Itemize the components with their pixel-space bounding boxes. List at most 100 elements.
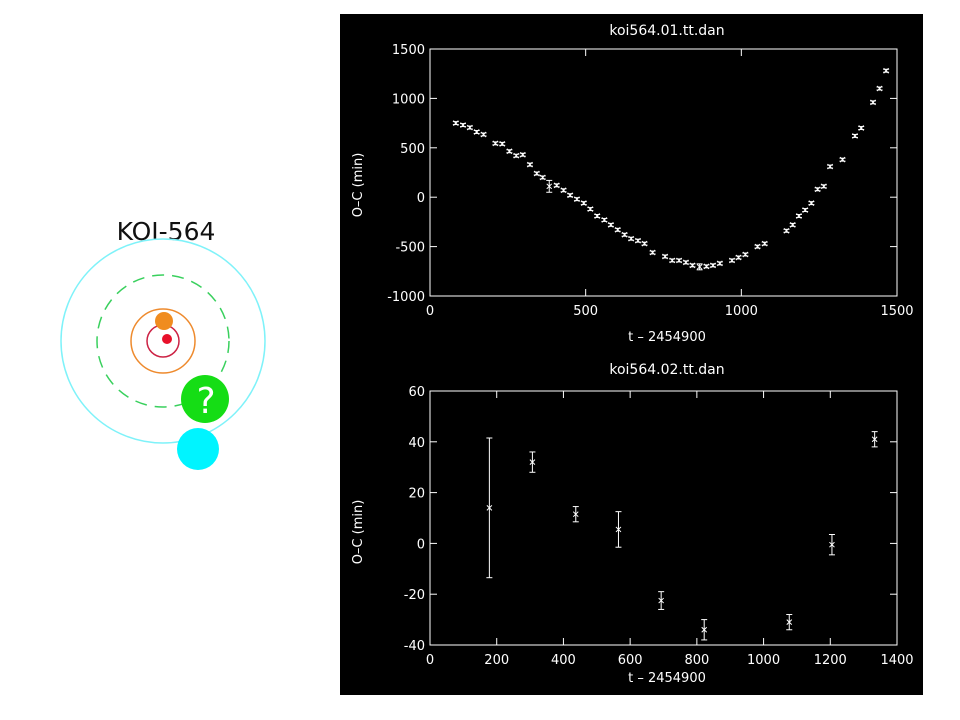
point-marker	[716, 260, 723, 267]
data-point	[876, 85, 883, 92]
data-point	[641, 240, 648, 247]
point-marker	[858, 125, 865, 131]
point-marker	[783, 227, 790, 234]
point-marker	[742, 251, 749, 258]
point-marker	[621, 231, 628, 238]
point-marker	[492, 140, 499, 147]
point-marker	[683, 259, 689, 266]
data-point	[526, 161, 533, 168]
point-marker	[513, 152, 520, 159]
point-marker	[701, 626, 708, 633]
data-point	[486, 437, 493, 579]
point-marker	[452, 120, 459, 126]
point-marker	[506, 148, 513, 155]
data-point	[761, 240, 768, 247]
point-marker	[658, 597, 665, 604]
point-marker	[761, 240, 768, 247]
point-marker	[529, 459, 536, 465]
data-point	[628, 235, 635, 242]
data-point	[594, 213, 601, 219]
data-point	[742, 251, 749, 258]
data-point	[614, 226, 621, 233]
ttv-plots-panel: koi564.01.tt.dan t – 2454900 O–C (min) 0…	[340, 14, 923, 695]
unknown-planet	[181, 375, 229, 423]
data-point	[728, 257, 735, 264]
x-tick-label: 800	[684, 653, 709, 668]
y-tick-label: 0	[417, 537, 425, 552]
data-point	[682, 259, 689, 266]
data-point	[607, 222, 614, 228]
point-marker	[615, 526, 622, 533]
data-point	[480, 131, 487, 138]
data-point	[851, 133, 858, 139]
data-point	[871, 431, 878, 448]
point-marker	[808, 200, 815, 206]
x-tick-label: 1400	[880, 653, 913, 668]
data-point	[814, 186, 821, 193]
data-point	[754, 243, 761, 250]
y-tick-label: 60	[408, 385, 425, 400]
data-point	[658, 591, 665, 610]
point-marker	[635, 237, 641, 244]
data-point	[808, 200, 815, 206]
data-point	[539, 174, 546, 181]
point-marker	[641, 240, 648, 247]
data-point	[466, 124, 473, 131]
x-tick-label: 1500	[880, 304, 913, 319]
point-marker	[876, 85, 883, 92]
point-marker	[553, 182, 560, 189]
data-point	[621, 231, 628, 238]
outer-orbit	[60, 238, 266, 444]
point-marker	[754, 243, 761, 250]
data-point	[689, 262, 696, 269]
point-marker	[662, 253, 668, 260]
point-marker	[729, 257, 735, 264]
data-point	[870, 99, 877, 106]
x-tick-label: 200	[484, 653, 509, 668]
data-point	[460, 122, 467, 128]
y-tick-label: 40	[408, 436, 425, 451]
data-point	[735, 254, 742, 261]
point-marker	[786, 619, 793, 625]
point-marker	[829, 541, 835, 548]
point-marker	[789, 222, 796, 228]
point-marker	[802, 207, 809, 213]
point-marker	[669, 257, 676, 264]
data-point	[492, 140, 499, 147]
point-marker	[580, 200, 587, 206]
x-tick-label: 600	[618, 653, 643, 668]
point-marker	[676, 257, 682, 264]
data-point	[567, 192, 574, 199]
point-marker	[527, 161, 533, 168]
data-point	[573, 196, 580, 203]
x-tick-label: 0	[426, 304, 434, 319]
x-axis-label: t – 2454900	[628, 671, 706, 686]
y-tick-label: -1000	[387, 290, 425, 305]
data-point	[601, 217, 608, 223]
data-point	[676, 257, 683, 264]
axis-ticks: 0 200 400 600 800 1000 1200 1400 -40 -20 0 20 40 60	[404, 385, 914, 668]
point-marker	[486, 504, 493, 511]
data-point	[529, 451, 536, 473]
data-point	[572, 506, 579, 523]
x-tick-label: 1000	[747, 653, 780, 668]
data-points	[486, 431, 878, 641]
data-point	[662, 253, 669, 260]
data-point	[828, 534, 835, 556]
chart-koi564-02: koi564.02.tt.dan t – 2454900 O–C (min) 0…	[351, 362, 914, 686]
question-mark-icon: ?	[196, 381, 215, 422]
y-tick-label: -500	[395, 241, 425, 256]
data-point	[587, 206, 594, 212]
data-point	[710, 262, 717, 269]
data-point	[802, 207, 809, 213]
data-point	[789, 222, 796, 228]
data-point	[649, 249, 656, 256]
point-marker	[601, 217, 608, 223]
data-point	[546, 179, 553, 193]
data-point	[716, 260, 723, 267]
data-point	[499, 140, 506, 147]
data-point	[703, 263, 710, 270]
data-points	[452, 67, 890, 271]
point-marker	[480, 131, 487, 138]
orange-planet	[155, 312, 173, 330]
